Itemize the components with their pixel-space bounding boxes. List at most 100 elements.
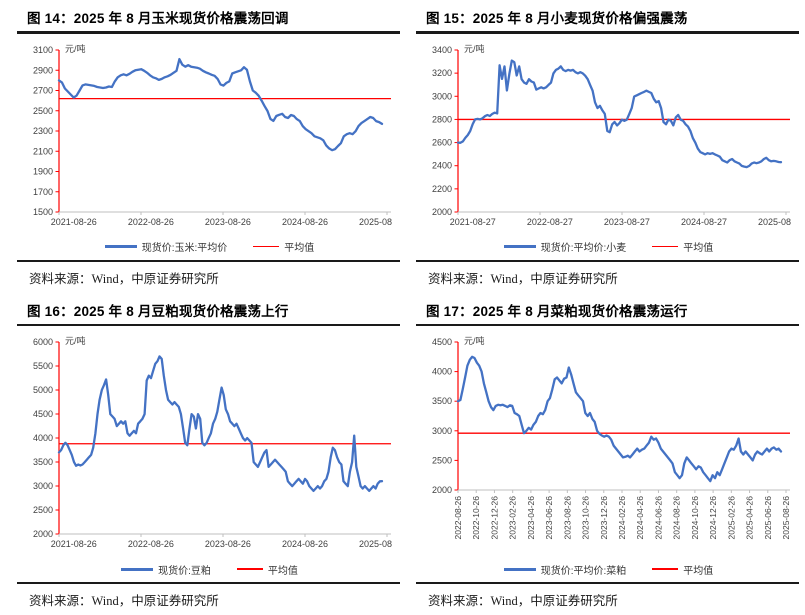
svg-text:2022-08-26: 2022-08-26 <box>128 539 174 549</box>
svg-text:3000: 3000 <box>33 481 53 491</box>
svg-text:2800: 2800 <box>432 114 452 124</box>
svg-text:2025-08: 2025-08 <box>359 539 392 549</box>
figure-15-legend: 现货价:平均价:小麦 平均值 <box>416 240 801 254</box>
svg-text:2500: 2500 <box>432 455 452 465</box>
svg-text:2025-08-26: 2025-08-26 <box>781 496 791 540</box>
legend-item-average: 平均值 <box>652 239 713 254</box>
figure-17-panel: 图 17：2025 年 8 月菜粕现货价格震荡运行 2000 2500 3000 35… <box>416 293 801 615</box>
svg-text:4500: 4500 <box>432 337 452 347</box>
legend-label: 平均值 <box>268 562 298 577</box>
svg-text:2023-08-26: 2023-08-26 <box>562 496 572 540</box>
svg-text:3500: 3500 <box>33 457 53 467</box>
svg-text:2023-06-26: 2023-06-26 <box>544 496 554 540</box>
svg-text:3000: 3000 <box>432 91 452 101</box>
svg-text:2021-08-26: 2021-08-26 <box>51 539 97 549</box>
figure-14-legend: 现货价:玉米:平均价 平均值 <box>17 240 402 254</box>
svg-text:2022-12-26: 2022-12-26 <box>489 496 499 540</box>
svg-text:3400: 3400 <box>432 45 452 55</box>
title-rule <box>17 324 400 327</box>
svg-text:2025-02-26: 2025-02-26 <box>726 496 736 540</box>
legend-item-average: 平均值 <box>652 562 713 577</box>
svg-text:元/吨: 元/吨 <box>464 43 485 54</box>
svg-text:2023-10-26: 2023-10-26 <box>581 496 591 540</box>
figure-14-source: 资料来源：Wind，中原证券研究所 <box>29 268 402 287</box>
svg-text:2021-08-27: 2021-08-27 <box>450 217 496 227</box>
source-rule <box>17 260 400 262</box>
legend-label: 现货价:豆粕 <box>158 562 211 577</box>
legend-item-average: 平均值 <box>253 239 314 254</box>
svg-text:2024-08-27: 2024-08-27 <box>681 217 727 227</box>
svg-text:2021-08-26: 2021-08-26 <box>51 217 97 227</box>
legend-label: 平均值 <box>284 239 314 254</box>
legend-label: 现货价:平均价:小麦 <box>541 239 627 254</box>
svg-text:元/吨: 元/吨 <box>65 43 86 54</box>
figure-14-title: 图 14：2025 年 8 月玉米现货价格震荡回调 <box>27 7 402 27</box>
svg-text:2000: 2000 <box>432 485 452 495</box>
figure-15-source: 资料来源：Wind，中原证券研究所 <box>428 268 801 287</box>
series-line-swatch <box>504 245 536 248</box>
title-rule <box>416 31 799 34</box>
legend-label: 平均值 <box>683 239 713 254</box>
svg-text:2300: 2300 <box>33 126 53 136</box>
svg-text:2023-12-26: 2023-12-26 <box>599 496 609 540</box>
svg-text:2022-10-26: 2022-10-26 <box>471 496 481 540</box>
svg-text:4000: 4000 <box>33 433 53 443</box>
svg-text:2025-08: 2025-08 <box>359 217 392 227</box>
legend-item-series: 现货价:平均价:菜粕 <box>504 562 627 577</box>
legend-item-series: 现货价:豆粕 <box>121 562 211 577</box>
svg-text:2023-08-26: 2023-08-26 <box>205 539 251 549</box>
svg-text:1500: 1500 <box>33 207 53 217</box>
svg-text:2023-08-27: 2023-08-27 <box>604 217 650 227</box>
svg-text:2024-08-26: 2024-08-26 <box>672 496 682 540</box>
figure-17-source: 资料来源：Wind，中原证券研究所 <box>428 590 801 609</box>
svg-text:1700: 1700 <box>33 186 53 196</box>
figure-15-title: 图 15：2025 年 8 月小麦现货价格偏强震荡 <box>426 7 801 27</box>
svg-text:2400: 2400 <box>432 160 452 170</box>
figure-16-title: 图 16：2025 年 8 月豆粕现货价格震荡上行 <box>27 300 402 320</box>
svg-text:3100: 3100 <box>33 45 53 55</box>
legend-item-series: 现货价:玉米:平均价 <box>105 239 228 254</box>
svg-text:2024-10-26: 2024-10-26 <box>690 496 700 540</box>
figure-16-source: 资料来源：Wind，中原证券研究所 <box>29 590 402 609</box>
svg-text:6000: 6000 <box>33 337 53 347</box>
svg-text:2024-08-26: 2024-08-26 <box>282 539 328 549</box>
source-rule <box>416 582 799 584</box>
title-rule <box>17 31 400 34</box>
series-line-swatch <box>105 245 137 248</box>
legend-label: 现货价:平均价:菜粕 <box>541 562 627 577</box>
svg-text:1900: 1900 <box>33 166 53 176</box>
svg-text:2023-08-26: 2023-08-26 <box>205 217 251 227</box>
average-line-swatch <box>237 568 263 570</box>
svg-text:5500: 5500 <box>33 361 53 371</box>
average-line-swatch <box>253 246 279 248</box>
svg-text:3500: 3500 <box>432 396 452 406</box>
svg-text:2500: 2500 <box>33 105 53 115</box>
average-line-swatch <box>652 246 678 248</box>
title-rule <box>416 324 799 327</box>
svg-text:2023-02-26: 2023-02-26 <box>508 496 518 540</box>
svg-text:4500: 4500 <box>33 409 53 419</box>
svg-text:2024-02-26: 2024-02-26 <box>617 496 627 540</box>
average-line-swatch <box>652 568 678 570</box>
series-line-swatch <box>121 568 153 571</box>
svg-text:元/吨: 元/吨 <box>464 335 485 346</box>
svg-text:2024-12-26: 2024-12-26 <box>708 496 718 540</box>
svg-text:2023-04-26: 2023-04-26 <box>526 496 536 540</box>
figure-17-title: 图 17：2025 年 8 月菜粕现货价格震荡运行 <box>426 300 801 320</box>
svg-text:2200: 2200 <box>432 183 452 193</box>
svg-text:2025-08: 2025-08 <box>758 217 791 227</box>
svg-text:2000: 2000 <box>33 529 53 539</box>
svg-text:2022-08-26: 2022-08-26 <box>453 496 463 540</box>
svg-text:2600: 2600 <box>432 137 452 147</box>
svg-text:2022-08-27: 2022-08-27 <box>527 217 573 227</box>
svg-text:元/吨: 元/吨 <box>65 335 86 346</box>
svg-text:3000: 3000 <box>432 426 452 436</box>
svg-text:2022-08-26: 2022-08-26 <box>128 217 174 227</box>
svg-text:2025-04-26: 2025-04-26 <box>745 496 755 540</box>
legend-item-average: 平均值 <box>237 562 298 577</box>
